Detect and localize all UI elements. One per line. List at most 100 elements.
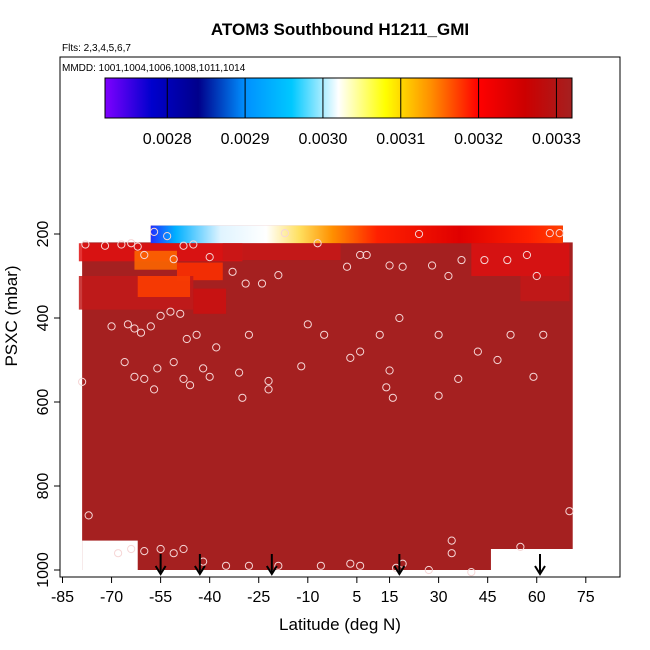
flight-profile-arrows <box>154 554 546 576</box>
sample-point <box>382 383 391 392</box>
sample-point <box>120 358 129 367</box>
patch-upper-2 <box>134 250 177 270</box>
sample-point <box>81 240 90 249</box>
sample-point <box>480 255 489 265</box>
sample-point <box>238 393 247 402</box>
x-tick-label: -70 <box>100 589 123 606</box>
sample-point <box>414 229 424 239</box>
sample-point <box>316 561 325 570</box>
colorbar: 0.0028 0.0029 0.0030 0.0031 0.0032 0.0033 <box>104 77 581 148</box>
sample-point <box>176 309 185 318</box>
sample-point <box>274 561 283 570</box>
sample-point <box>297 362 306 371</box>
x-tick-label: -40 <box>198 589 221 606</box>
sample-point <box>241 279 250 288</box>
sample-point <box>117 240 126 249</box>
flights-label: Flts: 2,3,4,5,6,7 <box>62 43 131 54</box>
profile-arrow <box>393 554 406 576</box>
sample-point <box>545 229 554 238</box>
sample-point <box>149 385 159 394</box>
sample-point <box>169 358 178 367</box>
sample-point <box>228 267 237 276</box>
sample-point <box>264 385 273 394</box>
patch-upper-9 <box>520 276 570 302</box>
sample-point <box>529 372 538 381</box>
sample-point <box>565 507 574 516</box>
sample-point <box>140 250 149 260</box>
colorbar-gradient <box>104 77 573 119</box>
sample-point <box>503 255 512 265</box>
sample-point <box>398 262 407 271</box>
sample-point <box>127 544 136 554</box>
sample-point <box>84 511 93 520</box>
sample-point <box>169 549 178 558</box>
sample-point <box>493 355 502 365</box>
sample-point <box>244 561 254 570</box>
sample-point <box>264 376 273 386</box>
x-tick-label: 30 <box>430 589 448 606</box>
sample-point <box>205 372 214 381</box>
sample-point <box>123 320 133 329</box>
sample-point <box>166 307 175 316</box>
sample-point <box>388 393 397 402</box>
sample-point <box>280 229 289 238</box>
x-tick-label: -10 <box>296 589 319 606</box>
sample-point <box>130 372 139 381</box>
x-axis-label: Latitude (deg N) <box>279 615 401 634</box>
sample-point <box>532 271 541 281</box>
sample-point <box>205 253 214 262</box>
profile-arrow <box>194 554 206 576</box>
sample-point <box>179 241 188 250</box>
sample-point <box>274 271 283 280</box>
sample-point <box>375 330 384 339</box>
sample-point <box>114 549 123 558</box>
sample-point <box>140 374 149 383</box>
sample-point <box>133 242 142 251</box>
sample-point <box>146 322 155 331</box>
sample-point <box>346 559 355 568</box>
x-tick-label: 5 <box>352 589 361 606</box>
sample-point <box>199 364 208 373</box>
sample-point <box>156 311 165 320</box>
x-tick-label: 75 <box>577 589 595 606</box>
sample-point <box>434 391 443 400</box>
sample-point <box>444 271 453 281</box>
sample-point <box>163 232 172 241</box>
sample-point <box>454 374 463 383</box>
sample-point <box>506 330 515 339</box>
sample-point <box>130 324 139 333</box>
colorbar-tick-label: 0.0031 <box>376 131 425 148</box>
sample-point <box>447 549 456 558</box>
patch-upper-4 <box>222 243 341 261</box>
sample-point <box>100 241 110 250</box>
y-tick-label: 800 <box>35 473 52 500</box>
missing-bottom-left <box>82 540 138 572</box>
chart-title: ATOM3 Southbound H1211_GMI <box>211 20 469 39</box>
patch-upper-8 <box>193 288 227 314</box>
sample-point <box>169 255 178 264</box>
sample-point <box>539 330 548 339</box>
sample-point <box>136 328 146 337</box>
sample-point <box>221 561 231 570</box>
sample-point <box>179 544 188 554</box>
patch-upper-3 <box>176 262 223 281</box>
sample-point <box>189 240 198 249</box>
sample-point <box>303 320 312 329</box>
colorbar-tick-label: 0.0028 <box>143 131 192 148</box>
sample-point <box>127 239 136 248</box>
y-axis-label: PSXC (mbar) <box>2 265 21 366</box>
sample-point <box>235 368 244 377</box>
x-tick-label: -85 <box>51 589 74 606</box>
sample-point <box>185 381 195 390</box>
sample-point <box>153 364 162 373</box>
sample-point <box>516 542 525 552</box>
sample-point <box>467 568 476 577</box>
x-tick-label: 45 <box>479 589 497 606</box>
y-tick-label: 1000 <box>35 552 52 588</box>
sample-point <box>192 330 201 339</box>
sample-point <box>257 279 267 288</box>
profile-arrow <box>534 554 546 576</box>
sample-point <box>140 547 149 556</box>
sample-point <box>457 255 466 265</box>
sample-point <box>555 229 564 238</box>
